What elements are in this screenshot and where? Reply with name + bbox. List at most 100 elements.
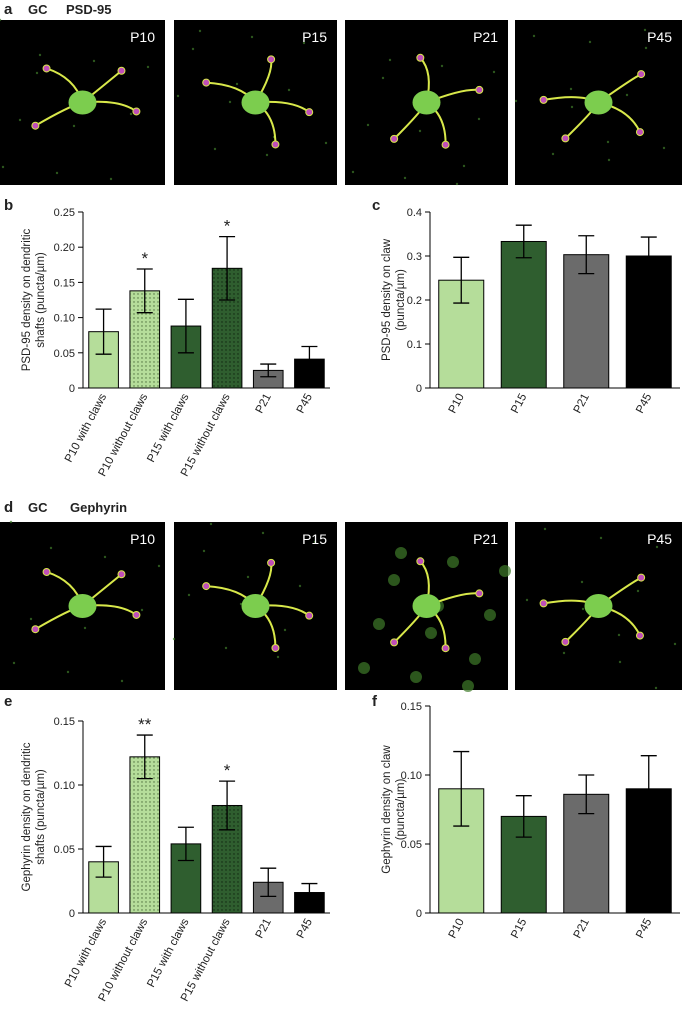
y-axis-label: (puncta/µm) [395, 269, 407, 331]
background-speck [636, 589, 640, 593]
background-speck [157, 564, 161, 568]
background-speck [388, 58, 392, 62]
age-label: P21 [473, 531, 498, 547]
background-speck [643, 28, 647, 32]
soma [412, 594, 441, 618]
background-speck [618, 660, 622, 664]
claw [271, 140, 280, 149]
background-speck [580, 580, 584, 584]
claw [539, 599, 548, 608]
claw [635, 631, 644, 640]
background-speck [440, 64, 444, 68]
x-tick-label: P21 [572, 917, 592, 941]
claw [132, 107, 141, 116]
bar [625, 255, 672, 389]
background-speck [388, 574, 400, 586]
background-speck [261, 531, 265, 535]
x-tick-label: P21 [254, 917, 274, 941]
background-speck [514, 99, 518, 103]
soma [241, 594, 270, 618]
background-speck [55, 171, 59, 175]
background-speck [625, 93, 629, 97]
background-speck [9, 520, 13, 524]
background-speck [83, 626, 87, 630]
panel-letter: d [4, 499, 13, 516]
background-speck [49, 546, 53, 550]
y-tick-label: 0.10 [54, 780, 75, 792]
background-speck [358, 662, 370, 674]
background-speck [644, 46, 648, 50]
claw [561, 637, 570, 646]
y-tick-label: 0.05 [401, 839, 422, 851]
y-axis-label: shafts (puncta/µm) [35, 252, 47, 348]
background-speck [418, 129, 422, 133]
y-tick-label: 0.2 [407, 295, 422, 307]
claw [637, 573, 646, 582]
background-speck [599, 536, 603, 540]
soma [68, 594, 97, 618]
legend-label: PSD-95 [66, 2, 112, 17]
significance: * [141, 249, 148, 268]
background-speck [492, 70, 496, 74]
y-tick-label: 0 [69, 383, 75, 395]
panel-letter: b [4, 197, 13, 214]
background-speck [469, 653, 481, 665]
x-tick-label: P45 [634, 392, 654, 416]
y-tick-label: 0.10 [54, 313, 75, 325]
claw [441, 140, 450, 149]
y-tick-label: 0.3 [407, 251, 422, 263]
background-speck [373, 618, 385, 630]
y-tick-label: 0.15 [54, 716, 75, 728]
background-speck [92, 59, 96, 63]
background-speck [213, 147, 217, 151]
x-tick-label: P45 [295, 917, 315, 941]
age-label: P45 [647, 29, 672, 45]
background-speck [287, 88, 291, 92]
claw [305, 611, 314, 620]
background-speck [351, 170, 355, 174]
claw [390, 134, 399, 143]
x-tick-label: P15 [509, 392, 529, 416]
background-speck [313, 540, 317, 544]
background-speck [38, 53, 42, 57]
y-axis-label: (puncta/µm) [395, 779, 407, 841]
background-speck [607, 158, 611, 162]
background-speck [525, 598, 529, 602]
x-tick-label: P21 [572, 392, 592, 416]
claw [475, 85, 484, 94]
background-speck [72, 124, 76, 128]
y-tick-label: 0 [69, 908, 75, 920]
background-speck [581, 607, 585, 611]
claw [202, 582, 211, 591]
background-speck [588, 40, 592, 44]
y-tick-label: 0.4 [407, 207, 422, 219]
legend-label: Gephyrin [70, 500, 127, 515]
legend-label: GC [28, 500, 48, 515]
background-speck [543, 527, 547, 531]
claw [267, 558, 276, 567]
bar [129, 756, 161, 914]
claw [31, 121, 40, 130]
significance: ** [138, 715, 152, 734]
x-tick-label: P10 with claws [63, 917, 109, 990]
claw [441, 644, 450, 653]
background-speck [455, 182, 459, 186]
background-speck [198, 29, 202, 33]
soma [241, 90, 270, 115]
claw [416, 557, 425, 566]
background-speck [302, 41, 306, 45]
claw [271, 643, 280, 652]
background-speck [462, 680, 474, 692]
background-speck [140, 608, 144, 612]
background-speck [673, 642, 677, 646]
x-tick-label: P21 [254, 392, 274, 416]
background-speck [120, 679, 124, 683]
background-speck [235, 82, 239, 86]
background-speck [66, 670, 70, 674]
background-speck [395, 547, 407, 559]
background-speck [103, 555, 107, 559]
background-speck [246, 575, 250, 579]
x-tick-label: P10 [447, 392, 467, 416]
y-axis-label: PSD-95 density on claw [381, 238, 393, 361]
